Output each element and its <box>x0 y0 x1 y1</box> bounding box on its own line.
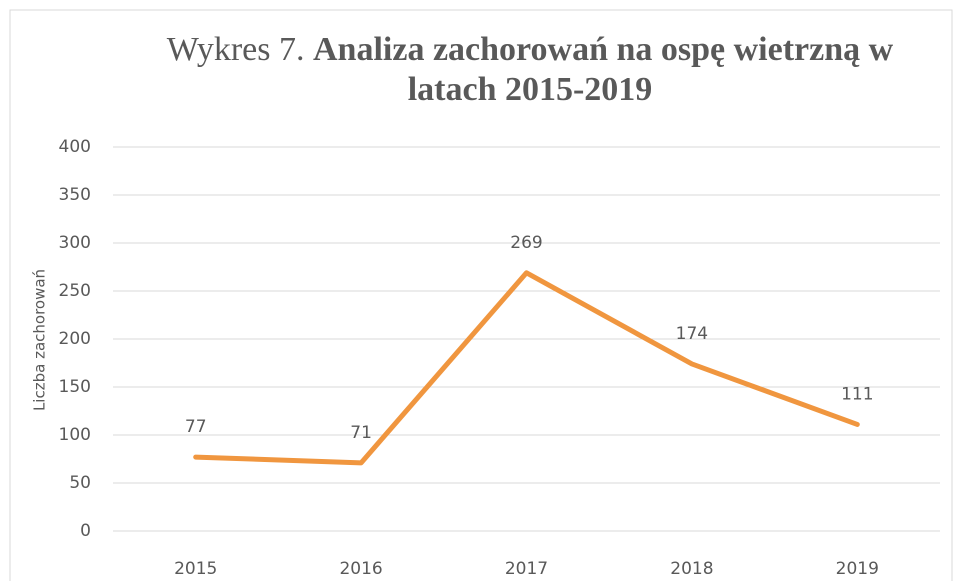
y-tick-label: 400 <box>59 137 91 157</box>
x-tick-label: 2015 <box>174 559 217 579</box>
x-tick-label: 2017 <box>505 559 548 579</box>
chart-title: Wykres 7. Analiza zachorowań na ospę wie… <box>120 30 940 110</box>
y-tick-label: 100 <box>59 425 91 445</box>
title-main: Analiza zachorowań na ospę wietrzną w la… <box>313 31 894 108</box>
data-label: 77 <box>185 417 207 437</box>
y-axis-label: Liczba zachorowań <box>31 269 49 411</box>
y-tick-label: 300 <box>59 233 91 253</box>
x-tick-label: 2018 <box>670 559 713 579</box>
data-label: 71 <box>350 423 372 443</box>
y-tick-label: 0 <box>80 521 91 541</box>
y-tick-label: 50 <box>69 473 91 493</box>
title-prefix: Wykres 7. <box>166 31 305 68</box>
y-tick-label: 350 <box>59 185 91 205</box>
data-label: 174 <box>676 324 708 344</box>
chart-border <box>9 9 953 581</box>
x-tick-label: 2016 <box>339 559 382 579</box>
y-tick-label: 150 <box>59 377 91 397</box>
x-tick-label: 2019 <box>836 559 879 579</box>
data-label: 269 <box>510 233 542 253</box>
y-tick-label: 200 <box>59 329 91 349</box>
data-label: 111 <box>841 384 873 404</box>
y-tick-label: 250 <box>59 281 91 301</box>
line-series <box>193 270 860 466</box>
